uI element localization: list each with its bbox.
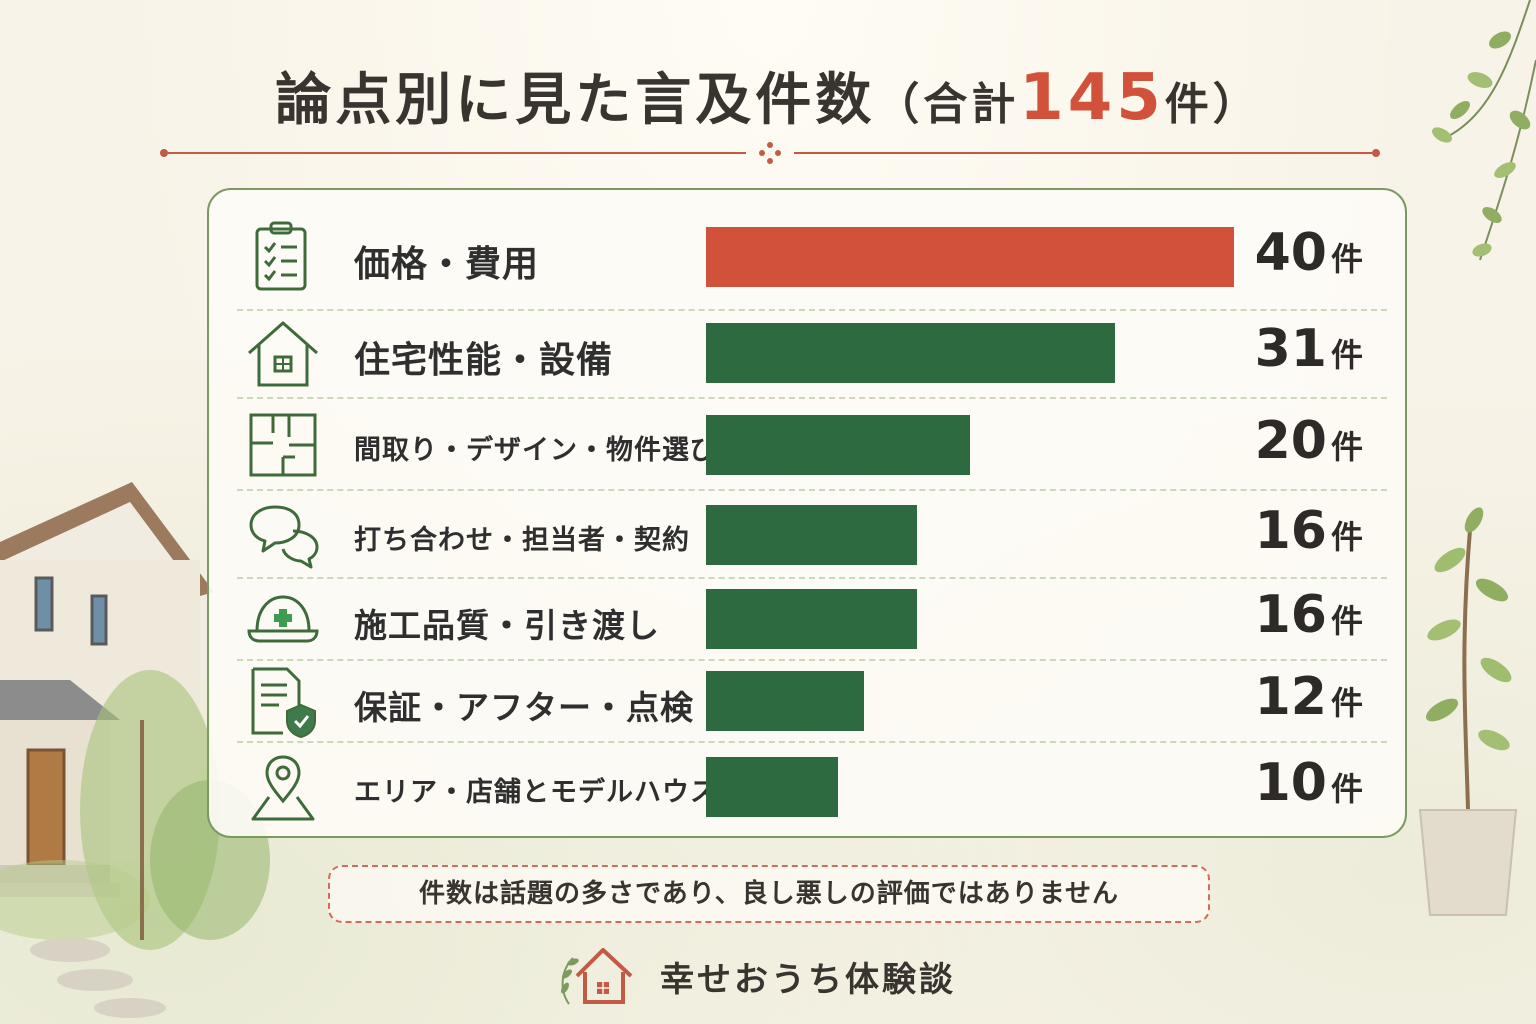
value-unit: 件 [1330,770,1363,808]
category-label: 打ち合わせ・担当者・契約 [354,525,690,557]
value-unit: 件 [1330,518,1363,556]
value-label: 16 件 [1255,501,1363,561]
category-label: 住宅性能・設備 [354,339,614,381]
title-total: 145 [1019,61,1165,135]
value-number: 16 [1254,501,1327,561]
map-pin-icon [251,755,315,821]
category-label: 保証・アフター・点検 [354,687,694,727]
value-unit: 件 [1330,602,1363,640]
house-illustration [0,482,270,1018]
value-number: 16 [1254,585,1327,645]
title-paren-close: ） [1212,79,1261,130]
bar [706,323,1115,383]
chart-row: 施工品質・引き渡し 16 件 [209,578,1405,660]
value-label: 40 件 [1255,223,1363,283]
bar [706,589,917,649]
chart-row: エリア・店舗とモデルハウス 10 件 [209,744,1405,830]
value-number: 31 [1254,319,1327,379]
title-divider [160,142,1380,164]
row-separator [237,489,1387,491]
value-unit: 件 [1330,684,1363,722]
hard-hat-icon [247,595,319,643]
value-label: 31 件 [1255,319,1363,379]
row-separator [237,397,1387,399]
page-title: 論点別に見た言及件数（合計145件） [0,55,1536,136]
value-label: 16 件 [1255,585,1363,645]
brand-name: 幸せおうち体験談 [660,960,956,1000]
value-number: 20 [1254,411,1327,471]
chart-panel: 価格・費用 40 件住宅性能・設備 31 件間取り・デザイン・物件選び 20 件打ち合わせ・… [207,188,1407,838]
house-icon [248,321,318,387]
hanging-leaves-illustration [1432,0,1536,261]
row-separator [237,659,1387,661]
value-label: 12 件 [1255,667,1363,727]
title-paren-open: （合計 [875,79,1020,130]
row-separator [237,577,1387,579]
potted-plant-illustration [1418,507,1518,916]
value-label: 20 件 [1255,411,1363,471]
value-unit: 件 [1330,428,1363,466]
value-label: 10 件 [1255,753,1363,813]
category-label: 間取り・デザイン・物件選び [354,435,718,467]
category-label: エリア・店舗とモデルハウス [354,777,718,809]
value-number: 12 [1254,667,1327,727]
value-number: 10 [1254,753,1327,813]
floor-plan-icon [249,413,317,477]
bar [706,757,838,817]
house-leaf-logo-icon [561,948,633,1005]
value-unit: 件 [1330,336,1363,374]
category-label: 施工品質・引き渡し [354,605,660,645]
row-separator [237,309,1387,311]
bar [706,505,917,565]
category-label: 価格・費用 [354,243,540,285]
value-unit: 件 [1330,240,1363,278]
document-shield-icon [251,667,316,739]
bar [706,671,864,731]
divider-flower-icon [759,142,781,164]
chart-row: 住宅性能・設備 31 件 [209,308,1405,398]
disclaimer-note: 件数は話題の多さであり、良し悪しの評価ではありません [328,865,1210,923]
title-unit: 件 [1164,79,1213,130]
chart-row: 保証・アフター・点検 12 件 [209,660,1405,742]
speech-bubbles-icon [249,505,319,569]
brand-logo: 幸せおうち体験談 [555,940,985,1010]
clipboard-checklist-icon [255,221,307,291]
bar [706,415,970,475]
chart-row: 間取り・デザイン・物件選び 20 件 [209,400,1405,490]
row-separator [237,741,1387,743]
chart-row: 打ち合わせ・担当者・契約 16 件 [209,492,1405,578]
value-number: 40 [1254,223,1327,283]
chart-row: 価格・費用 40 件 [209,204,1405,310]
title-main: 論点別に見た言及件数 [275,68,876,133]
bar [706,227,1234,287]
